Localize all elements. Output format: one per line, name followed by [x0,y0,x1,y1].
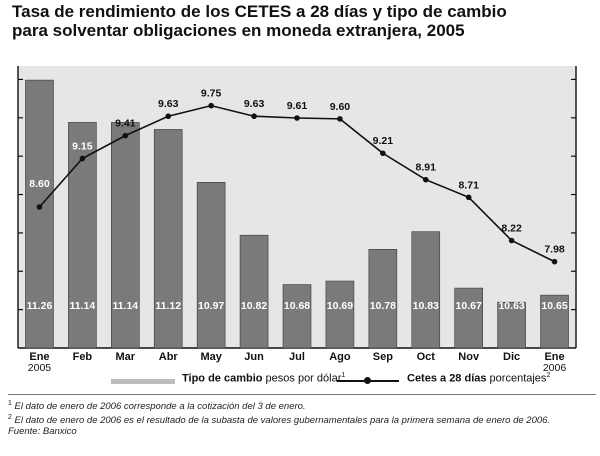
line-label-4: 9.75 [201,88,222,100]
footnote-2: 2 El dato de enero de 2006 es el resulta… [8,412,596,426]
chart-title-line-2: para solventar obligaciones en moneda ex… [12,21,465,40]
line-label-11: 8.22 [501,222,522,234]
line-label-0: 8.60 [29,178,50,190]
legend-bar-name: Tipo de cambio [182,372,263,385]
bar-ene-0 [25,79,54,349]
x-label-12: Ene [544,351,564,363]
x-year-12: 2006 [543,362,567,372]
line-label-12: 7.98 [544,244,565,256]
bar-value-labels: 11.26 11.14 11.14 11.12 10.97 10.82 10.68 10.69… [27,300,568,312]
bar-label-11: 10.63 [498,300,524,312]
chart-title-line-1: Tasa de rendimiento de los CETES a 28 dí… [12,2,507,21]
x-year-0: 2005 [28,362,52,372]
bar-abr-3 [153,129,183,349]
bar-label-9: 10.83 [413,300,439,312]
x-label-9: Oct [417,351,436,363]
footnote-2-text: El dato de enero de 2006 es el resultado… [11,415,551,427]
footnote-1-mark: 1 [8,400,12,407]
x-label-2: Mar [116,351,136,363]
legend-bar-swatch [111,379,175,384]
line-label-5: 9.63 [244,98,265,110]
footnote-2-mark: 2 [8,414,12,422]
line-label-9: 8.91 [416,162,437,174]
legend-line-sup: 2 [546,372,551,379]
x-label-11: Dic [503,351,520,363]
bar-jun-5 [239,234,269,349]
line-point-4 [208,102,214,109]
tick-marks [18,78,576,311]
bar-label-0: 11.26 [27,300,53,312]
line-points [36,102,558,265]
line-point-2 [122,132,129,139]
bar-nov-10 [454,287,483,349]
line-point-0 [36,204,43,210]
bar-label-2: 11.14 [112,300,138,312]
bar-ago-7 [325,280,355,349]
line-point-11 [508,237,515,244]
legend-line-name: Cetes a 28 días [407,372,487,385]
line-value-labels: 8.60 9.15 9.41 9.63 9.75 9.63 9.61 9.60 9.21 8.91… [29,88,565,256]
line-label-7: 9.60 [330,101,351,113]
legend-line-unit: porcentajes [486,372,547,385]
line-point-3 [165,113,172,120]
bar-label-5: 10.82 [241,300,267,312]
line-label-1: 9.15 [72,141,93,153]
bar-oct-9 [411,231,441,349]
line-label-8: 9.21 [373,135,394,147]
footnote-separator [8,394,596,395]
bar-may-4 [196,182,226,349]
line-label-3: 9.63 [158,98,179,110]
footnotes: 1 El dato de enero de 2006 corresponde a… [8,398,596,437]
x-label-3: Abr [159,351,179,363]
x-label-7: Ago [329,351,351,363]
x-label-0: Ene [29,351,49,363]
chart-canvas: 11.26 11.14 11.14 11.12 10.97 10.82 10.68 10.69… [17,66,577,372]
line-point-6 [294,115,300,121]
chart-title: Tasa de rendimiento de los CETES a 28 dí… [12,2,592,40]
x-label-10: Nov [458,351,480,363]
legend-bar-unit: pesos por dólar [262,372,342,385]
legend: Tipo de cambio pesos por dólar1 Cetes a … [0,370,600,390]
x-label-5: Jun [244,351,264,363]
x-label-6: Jul [289,351,305,363]
line-point-8 [380,150,386,157]
line-point-9 [422,176,429,183]
bar-dic-11 [497,301,526,349]
bar-label-12: 10.65 [541,300,567,312]
line-label-2: 9.41 [115,118,136,130]
source-note: Fuente: Banxico [8,426,77,438]
line-point-5 [251,113,257,120]
x-label-4: May [200,351,222,363]
bar-label-4: 10.97 [198,300,224,312]
bar-label-3: 11.12 [155,300,181,312]
line-point-10 [465,194,472,201]
x-label-1: Feb [73,351,93,363]
bar-ene-12 [540,294,569,349]
bar-sep-8 [368,249,398,349]
legend-bar-label: Tipo de cambio pesos por dólar1 [182,372,345,385]
legend-line-label: Cetes a 28 días porcentajes2 [407,372,550,385]
footnote-1-text: El dato de enero de 2006 corresponde a l… [11,401,306,413]
line-label-6: 9.61 [287,100,308,112]
x-label-8: Sep [373,351,393,363]
bar-mar-2 [111,122,140,349]
bar-jul-6 [282,284,312,349]
line-point-7 [337,116,343,122]
legend-bar-sup: 1 [341,372,346,379]
line-point-12 [551,258,558,265]
bar-label-10: 10.67 [456,300,482,312]
bar-label-7: 10.69 [327,300,353,312]
legend-line-marker [364,377,371,384]
line-label-10: 8.71 [458,179,479,191]
footnote-1: 1 El dato de enero de 2006 corresponde a… [8,398,596,412]
bar-label-6: 10.68 [284,300,310,312]
bar-label-1: 11.14 [70,300,96,312]
bar-label-8: 10.78 [370,300,396,312]
line-point-1 [79,155,86,162]
